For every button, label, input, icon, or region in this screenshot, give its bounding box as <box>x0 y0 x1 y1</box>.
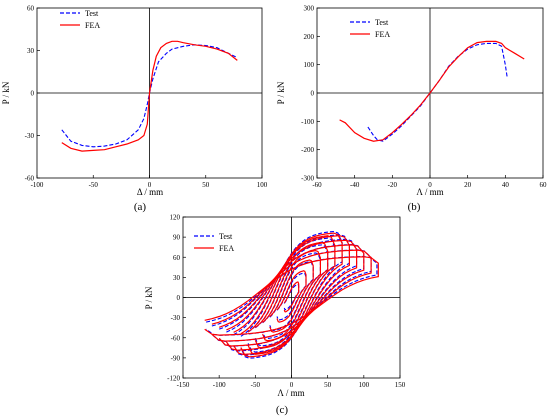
y-tick-label: 90 <box>173 234 181 242</box>
x-tick-label: 0 <box>148 181 152 189</box>
series-fea-loop <box>254 241 329 349</box>
x-tick-label: -40 <box>350 181 360 189</box>
y-tick-label: 120 <box>170 214 181 222</box>
legend-label-fea: FEA <box>375 30 390 39</box>
x-tick-label: 0 <box>290 381 294 389</box>
x-tick-label: 60 <box>540 181 548 189</box>
series-test-line <box>367 42 508 142</box>
y-tick-label: -300 <box>301 175 314 183</box>
y-tick-label: -30 <box>171 314 181 322</box>
x-tick-label: 50 <box>202 181 210 189</box>
x-tick-label: 0 <box>428 181 432 189</box>
series-fea-loop <box>218 244 365 347</box>
y-tick-label: -30 <box>25 132 35 140</box>
series-fea-loop <box>247 235 336 355</box>
panel-label: (c) <box>276 404 289 416</box>
x-tick-label: 20 <box>464 181 472 189</box>
x-axis-title: Λ / mm <box>416 187 443 197</box>
legend-label-test: Test <box>85 9 99 18</box>
x-tick-label: -50 <box>89 181 99 189</box>
series-fea-loop <box>283 281 300 313</box>
y-tick-label: 100 <box>304 61 315 69</box>
y-tick-label: 0 <box>311 90 315 98</box>
x-tick-label: -150 <box>177 381 190 389</box>
y-tick-label: 300 <box>304 5 315 13</box>
y-tick-label: 60 <box>27 5 35 13</box>
y-tick-label: -200 <box>301 146 314 154</box>
y-tick-label: 60 <box>173 254 181 262</box>
y-tick-label: 30 <box>27 47 35 55</box>
x-tick-label: 40 <box>502 181 510 189</box>
y-axis-title: P / kN <box>1 81 11 104</box>
panel-label: (b) <box>408 201 421 213</box>
y-tick-label: 30 <box>173 274 181 282</box>
y-tick-label: 0 <box>31 90 35 98</box>
y-tick-label: 200 <box>304 33 315 41</box>
panel-0: -100 -50 0 50 100 -60 -30 0 30 60 Δ / mm P / kN (a) T… <box>1 5 268 214</box>
y-tick-label: -120 <box>167 375 180 383</box>
x-tick-label: -50 <box>251 381 261 389</box>
y-tick-label: -100 <box>301 118 314 126</box>
x-axis-title: Λ / mm <box>277 388 304 398</box>
panel-1: -60 -40 -20 0 20 40 60-300-200-1000100200300Λ … <box>276 5 547 214</box>
x-tick-label: -100 <box>213 381 226 389</box>
y-axis-title: P / kN <box>144 286 154 309</box>
panel-2: -150 -100 -50 0 50 100 150 -120 -90 -60 -30 0 30 60 90… <box>144 214 406 417</box>
legend-label-test: Test <box>375 18 389 27</box>
series-fea-loop <box>269 259 314 333</box>
x-tick-label: 150 <box>395 381 406 389</box>
y-tick-label: -60 <box>25 175 35 183</box>
series-fea-line <box>61 40 238 152</box>
series-fea-loop <box>240 232 343 358</box>
series-fea-loop <box>233 235 350 356</box>
x-tick-label: -100 <box>31 181 44 189</box>
x-tick-label: -60 <box>312 181 322 189</box>
y-tick-label: -90 <box>171 354 181 362</box>
series-fea-loop <box>276 270 307 323</box>
legend-label-fea: FEA <box>219 244 234 253</box>
x-axis-title: Δ / mm <box>137 187 163 197</box>
panel-label: (a) <box>134 201 147 213</box>
y-tick-label: 0 <box>177 294 181 302</box>
legend-label-fea: FEA <box>85 21 100 30</box>
x-tick-label: 100 <box>257 181 268 189</box>
series-fea-loop <box>225 239 358 351</box>
x-tick-label: 50 <box>324 381 332 389</box>
series-fea-loop <box>204 256 379 336</box>
y-axis-title: P / kN <box>276 81 286 104</box>
x-tick-label: -20 <box>388 181 398 189</box>
series-fea-line <box>339 40 525 142</box>
legend-label-test: Test <box>219 232 233 241</box>
x-tick-label: 100 <box>359 381 370 389</box>
y-tick-label: -60 <box>171 334 181 342</box>
